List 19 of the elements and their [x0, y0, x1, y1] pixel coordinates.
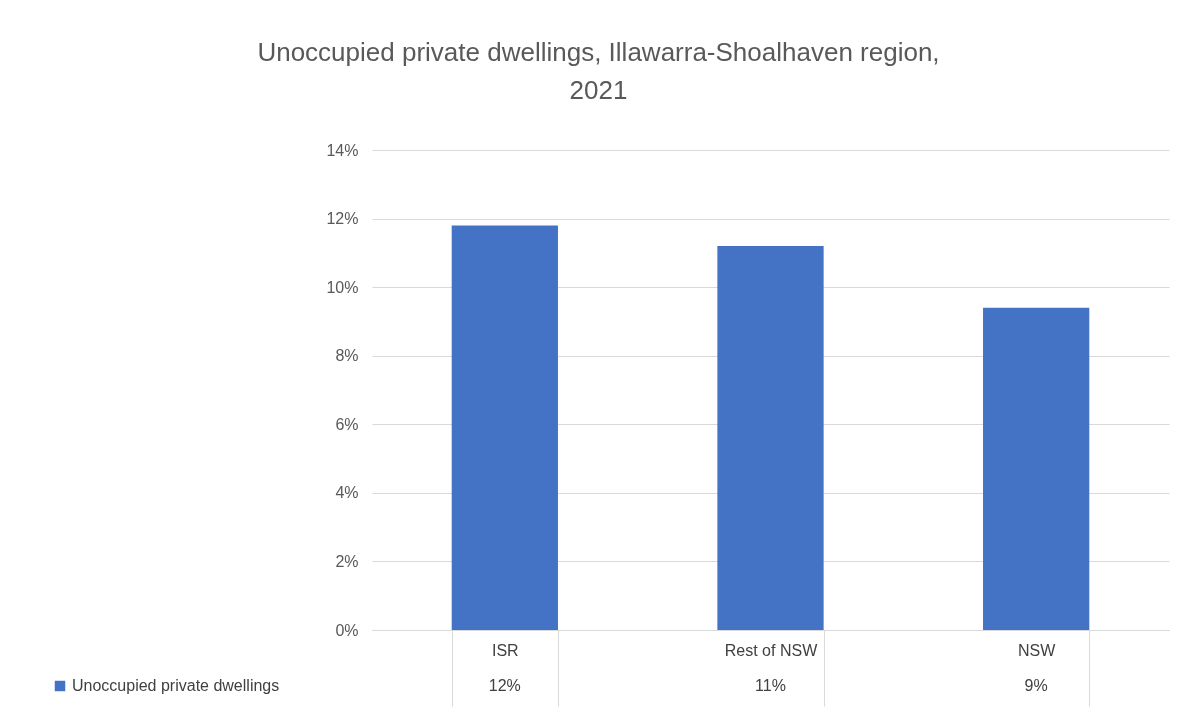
data-label: 11% [755, 677, 786, 694]
bar [717, 246, 824, 630]
y-tick-label: 10% [326, 278, 359, 296]
bar [983, 307, 1090, 630]
legend-label: Unoccupied private dwellings [72, 677, 280, 694]
data-label: 9% [1024, 677, 1048, 694]
chart-title: Unoccupied private dwellings, Illawarra-Shoalhaven region, 2021 [257, 37, 940, 105]
bar [451, 225, 558, 630]
y-tick-label: 14% [326, 141, 359, 159]
y-tick-label: 4% [335, 484, 359, 502]
y-tick-label: 2% [335, 552, 359, 570]
y-tick-label: 8% [335, 347, 359, 365]
x-tick-label: ISR [492, 641, 519, 659]
y-tick-label: 6% [335, 415, 359, 433]
x-tick-label: NSW [1018, 641, 1057, 659]
y-tick-label: 0% [335, 621, 359, 639]
y-tick-label: 12% [326, 210, 359, 228]
data-label: 12% [488, 677, 521, 694]
x-tick-label: Rest of NSW [724, 641, 819, 659]
